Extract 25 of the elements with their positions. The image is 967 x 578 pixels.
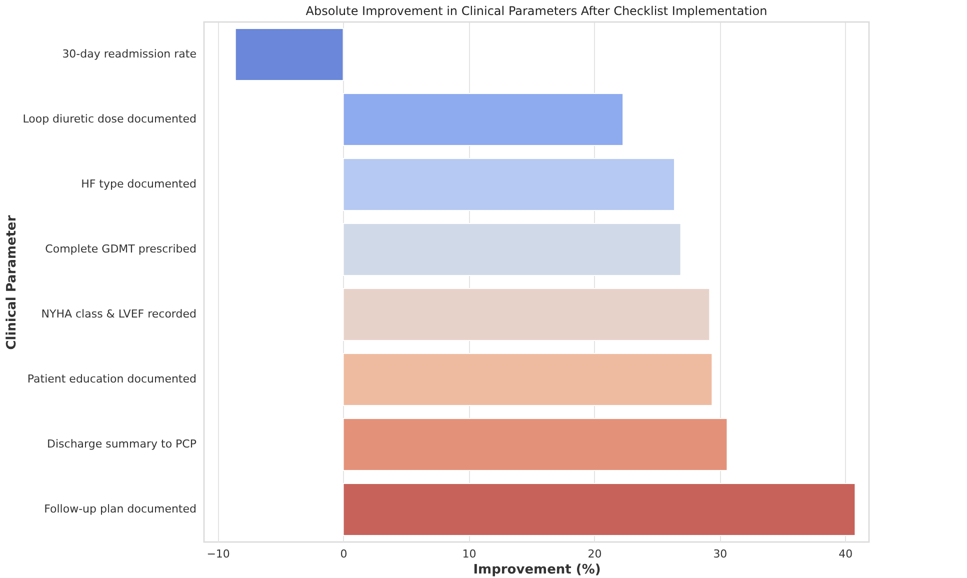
x-tick-label: 30 (713, 548, 728, 560)
y-tick-label: Complete GDMT prescribed (45, 242, 196, 256)
bar (342, 418, 728, 471)
y-tick-label: Loop diuretic dose documented (22, 112, 196, 126)
bar (342, 483, 856, 536)
x-axis-title: Improvement (%) (473, 562, 601, 578)
chart-title: Absolute Improvement in Clinical Parameters After Checklist Implementation (306, 4, 768, 18)
bar (342, 93, 624, 146)
bar (342, 223, 682, 276)
x-tick-label: 0 (340, 548, 348, 560)
y-axis-title: Clinical Parameter (4, 214, 20, 350)
y-tick-label: NYHA class & LVEF recorded (41, 308, 196, 320)
y-tick-label: HF type documented (81, 178, 196, 190)
bar (342, 353, 713, 406)
y-tick-label: Follow-up plan documented (44, 502, 196, 516)
y-tick-label: 30-day readmission rate (62, 48, 197, 60)
y-tick-label: Discharge summary to PCP (47, 438, 197, 450)
bar (342, 288, 710, 341)
bar (342, 158, 676, 211)
x-tick-label: −10 (206, 548, 230, 560)
x-tick-label: 10 (462, 548, 476, 560)
x-tick-label: 20 (588, 548, 602, 560)
bar (234, 28, 344, 81)
x-tick-label: 40 (838, 548, 853, 560)
y-tick-label: Patient education documented (27, 372, 196, 386)
